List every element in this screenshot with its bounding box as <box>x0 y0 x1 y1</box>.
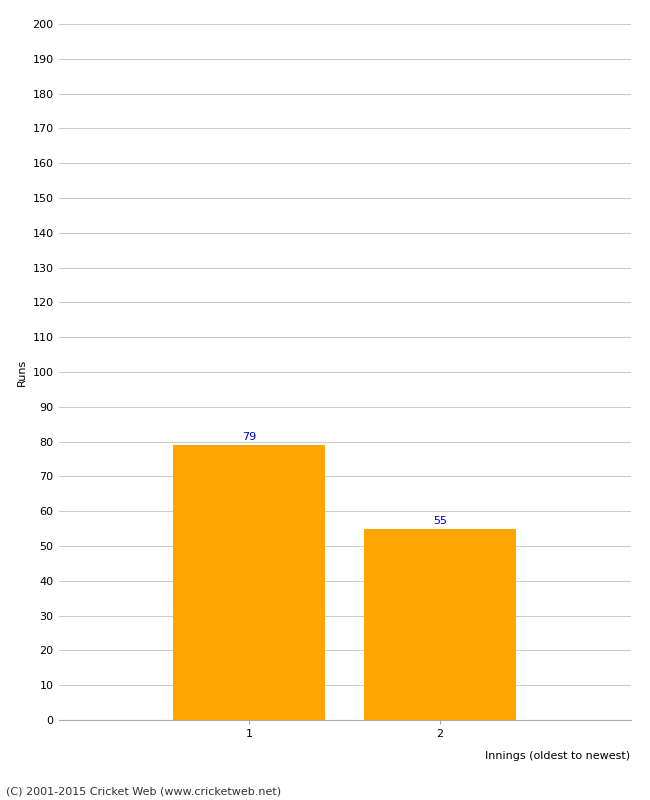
Text: 79: 79 <box>242 432 256 442</box>
Text: 55: 55 <box>433 516 447 526</box>
Y-axis label: Runs: Runs <box>17 358 27 386</box>
Text: Innings (oldest to newest): Innings (oldest to newest) <box>486 751 630 762</box>
Bar <box>173 445 326 720</box>
Bar <box>363 529 516 720</box>
Text: (C) 2001-2015 Cricket Web (www.cricketweb.net): (C) 2001-2015 Cricket Web (www.cricketwe… <box>6 786 281 796</box>
